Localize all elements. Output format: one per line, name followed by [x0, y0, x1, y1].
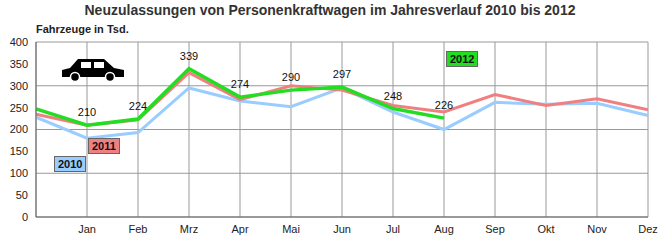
svg-text:297: 297 — [333, 68, 351, 80]
svg-text:Mrz: Mrz — [180, 223, 198, 235]
svg-text:Sep: Sep — [485, 223, 505, 235]
svg-text:350: 350 — [10, 58, 28, 70]
svg-text:290: 290 — [282, 71, 300, 83]
html-text:2010: 2010 — [58, 158, 83, 170]
svg-text:224: 224 — [129, 100, 147, 112]
svg-text:300: 300 — [10, 80, 28, 92]
svg-text:100: 100 — [10, 167, 28, 179]
svg-text:226: 226 — [435, 99, 453, 111]
html-text:2011: 2011 — [92, 140, 116, 152]
svg-text:Apr: Apr — [231, 223, 248, 235]
svg-text:0: 0 — [22, 211, 28, 223]
svg-text:200: 200 — [10, 123, 28, 135]
html-text:Fahrzeuge in Tsd.: Fahrzeuge in Tsd. — [36, 23, 129, 35]
svg-text:248: 248 — [384, 90, 402, 102]
svg-text:339: 339 — [180, 50, 198, 62]
svg-text:Feb: Feb — [129, 223, 148, 235]
svg-text:400: 400 — [10, 36, 28, 48]
svg-text:210: 210 — [78, 106, 96, 118]
svg-text:Aug: Aug — [434, 223, 454, 235]
svg-text:Nov: Nov — [587, 223, 607, 235]
svg-text:Mai: Mai — [282, 223, 300, 235]
html-text:Neuzulassungen von Personenkra: Neuzulassungen von Personenkraftwagen im… — [84, 2, 576, 18]
html-text:2012: 2012 — [450, 53, 475, 65]
svg-text:250: 250 — [10, 102, 28, 114]
svg-text:Jan: Jan — [78, 223, 96, 235]
svg-text:274: 274 — [231, 78, 249, 90]
svg-text:Jun: Jun — [333, 223, 351, 235]
svg-text:50: 50 — [16, 189, 28, 201]
svg-text:150: 150 — [10, 145, 28, 157]
svg-text:Okt: Okt — [537, 223, 554, 235]
svg-text:Jul: Jul — [386, 223, 400, 235]
svg-text:Dez: Dez — [638, 223, 652, 235]
